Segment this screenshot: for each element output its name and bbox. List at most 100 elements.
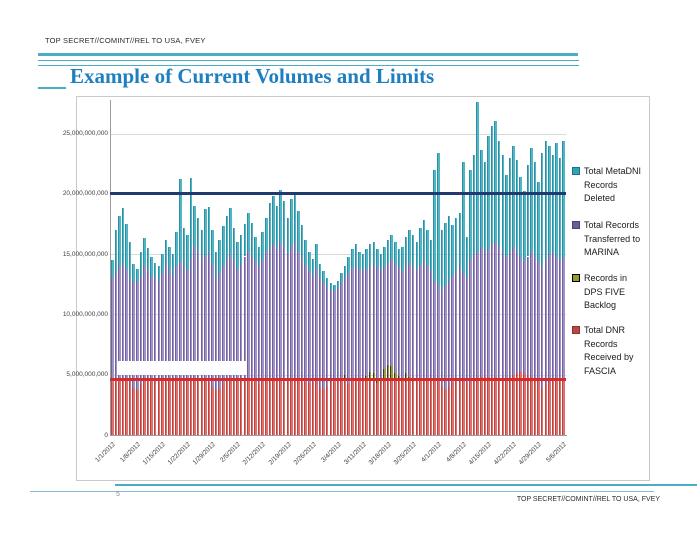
bar-metadni-day123 <box>551 155 555 252</box>
bar-metadni-day92 <box>440 229 444 291</box>
bar-marina-day51 <box>293 242 297 381</box>
bar-metadni-day64 <box>340 273 343 284</box>
bar-metadni-day1 <box>114 229 118 273</box>
bar-dnr-day110 <box>505 378 508 435</box>
bar-dnr-day43 <box>265 380 268 435</box>
header-classification: TOP SECRET//COMINT//REL TO USA, FVEY <box>45 36 206 45</box>
legend-label-1: Total Records Transferred to MARINA <box>584 220 641 257</box>
bar-marina-day40 <box>254 261 257 381</box>
bar-dnr-day64 <box>340 380 343 435</box>
bar-marina-day72 <box>368 266 372 373</box>
bar-dnr-day37 <box>243 380 247 435</box>
bar-marina-day31 <box>222 266 225 384</box>
bar-dnr-day44 <box>268 380 272 435</box>
bar-marina-day58 <box>318 278 322 387</box>
bar-metadni-day44 <box>268 203 272 247</box>
bar-metadni-day37 <box>243 223 247 257</box>
x-axis-line <box>110 435 567 436</box>
bar-metadni-day118 <box>533 162 537 257</box>
bar-dnr-day29 <box>214 390 218 435</box>
bar-marina-day25 <box>200 258 204 381</box>
bar-marina-day91 <box>437 285 440 381</box>
bar-marina-day102 <box>476 251 479 378</box>
bar-marina-day83 <box>408 262 411 378</box>
bar-marina-day84 <box>411 266 415 381</box>
bar-marina-day12 <box>153 278 157 381</box>
bar-dnr-day67 <box>351 380 354 435</box>
bar-marina-day54 <box>304 266 307 382</box>
bar-marina-day116 <box>526 256 530 376</box>
bar-marina-day45 <box>272 244 275 381</box>
bar-marina-day19 <box>179 261 182 381</box>
bar-dnr-day22 <box>189 380 193 435</box>
bar-dnr-day100 <box>469 379 472 435</box>
bar-metadni-day55 <box>308 251 311 271</box>
bar-metadni-day40 <box>254 237 257 262</box>
bar-marina-day74 <box>376 267 379 380</box>
bar-dnr-day125 <box>558 379 562 435</box>
bar-marina-day49 <box>286 254 290 381</box>
bar-marina-day10 <box>146 270 150 381</box>
bar-metadni-day103 <box>480 150 483 247</box>
bar-dnr-day28 <box>211 386 214 435</box>
bar-marina-day90 <box>433 280 436 381</box>
bar-metadni-day109 <box>501 155 505 252</box>
bar-marina-day80 <box>397 267 401 376</box>
bar-dnr-day111 <box>508 377 512 435</box>
bar-metadni-day58 <box>318 263 322 279</box>
bar-metadni-day114 <box>519 176 522 257</box>
bar-marina-day117 <box>530 251 533 378</box>
bar-dnr-day9 <box>143 380 146 435</box>
bar-dnr-day21 <box>186 380 189 435</box>
bar-metadni-day79 <box>394 242 397 264</box>
bar-marina-day48 <box>282 248 286 382</box>
bar-dnr-day7 <box>136 390 139 435</box>
bar-marina-day41 <box>257 266 261 385</box>
bar-marina-day126 <box>562 256 565 379</box>
bar-marina-day115 <box>523 261 526 374</box>
bar-metadni-day25 <box>200 229 204 259</box>
bar-dnr-day119 <box>537 379 540 435</box>
bar-metadni-day107 <box>494 121 497 243</box>
bar-marina-day0 <box>111 278 114 382</box>
bar-metadni-day104 <box>483 162 487 252</box>
bar-metadni-day125 <box>558 157 562 262</box>
bar-metadni-day86 <box>419 227 422 265</box>
bar-dnr-day54 <box>304 381 307 435</box>
bar-marina-day95 <box>451 275 454 382</box>
header-rule-thick <box>38 53 578 56</box>
legend-item-3: Total DNR Records Received by FASCIA <box>572 324 648 378</box>
bar-marina-day103 <box>480 246 483 378</box>
bar-marina-day61 <box>329 290 333 381</box>
bar-dnr-day104 <box>483 375 487 435</box>
bar-dnr-day98 <box>462 380 465 435</box>
legend-label-2: Records in DPS FIVE Backlog <box>584 273 628 310</box>
bar-metadni-day82 <box>404 237 408 267</box>
redaction-box <box>118 361 247 375</box>
bar-metadni-day74 <box>376 249 379 268</box>
bar-metadni-day52 <box>297 210 300 252</box>
bar-marina-day109 <box>501 251 505 380</box>
bar-marina-day4 <box>125 268 128 381</box>
legend-item-1: Total Records Transferred to MARINA <box>572 219 648 260</box>
y-axis-label: 0 <box>104 431 108 439</box>
bar-dnr-day27 <box>207 381 211 435</box>
bar-dnr-day32 <box>225 380 229 435</box>
legend-label-3: Total DNR Records Received by FASCIA <box>584 325 634 376</box>
bar-marina-day69 <box>358 268 361 381</box>
bar-dnr-day18 <box>175 380 178 435</box>
bar-marina-day73 <box>372 263 376 374</box>
bar-marina-day32 <box>225 258 229 381</box>
bar-marina-day24 <box>196 251 200 381</box>
bar-marina-day23 <box>193 245 196 381</box>
bar-marina-day53 <box>300 258 304 381</box>
bar-metadni-day75 <box>379 254 383 271</box>
bar-marina-day65 <box>343 278 347 375</box>
bar-metadni-day14 <box>161 254 164 274</box>
bar-marina-day60 <box>325 286 329 386</box>
bar-dnr-day20 <box>182 381 186 435</box>
bar-dnr-day93 <box>444 389 447 435</box>
bar-dnr-day52 <box>297 380 300 435</box>
bar-metadni-day99 <box>465 237 469 279</box>
bar-dnr-day114 <box>519 372 522 435</box>
